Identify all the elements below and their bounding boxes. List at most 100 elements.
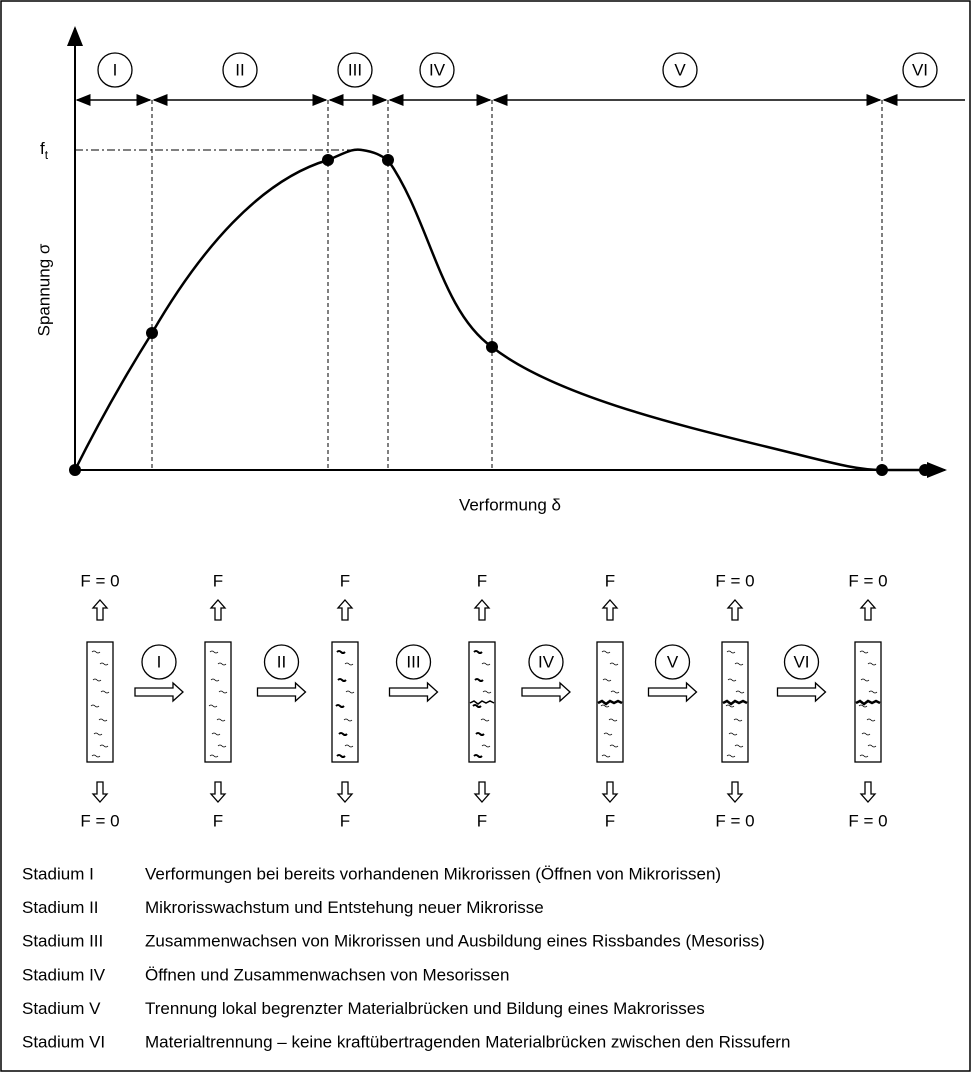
micro-crack <box>93 732 103 736</box>
force-arrow <box>726 599 744 621</box>
micro-crack <box>210 678 220 682</box>
force-arrow <box>601 781 619 803</box>
macro-crack <box>597 699 623 706</box>
stage-label: III <box>348 60 362 79</box>
micro-crack <box>216 718 226 722</box>
specimen <box>86 641 114 763</box>
stage-label: IV <box>429 60 446 79</box>
micro-crack <box>336 754 346 758</box>
micro-crack <box>335 704 345 708</box>
micro-crack <box>609 744 619 748</box>
force-label: F <box>213 811 223 830</box>
legend-text: Trennung lokal begrenzter Materialbrücke… <box>145 999 705 1018</box>
micro-crack <box>861 732 871 736</box>
micro-crack <box>211 732 221 736</box>
macro-crack <box>855 699 881 706</box>
micro-crack <box>92 678 102 682</box>
micro-crack <box>859 650 869 654</box>
legend-text: Materialtrennung – keine kraftübertragen… <box>145 1032 790 1051</box>
micro-crack <box>475 732 485 736</box>
legend-text: Verformungen bei bereits vorhandenen Mik… <box>145 864 721 883</box>
micro-crack <box>99 662 109 666</box>
stage-label: VI <box>912 60 928 79</box>
stage-label: V <box>667 652 679 671</box>
macro-crack <box>722 699 748 706</box>
force-arrow <box>473 599 491 621</box>
micro-crack <box>91 650 101 654</box>
force-arrow <box>209 781 227 803</box>
micro-crack <box>345 690 355 694</box>
transition-arrow <box>521 681 571 703</box>
micro-crack <box>609 662 619 666</box>
micro-crack <box>868 690 878 694</box>
micro-crack <box>336 650 346 654</box>
micro-crack <box>610 690 620 694</box>
stage-label: IV <box>538 652 555 671</box>
legend-stage: Stadium IV <box>22 965 106 984</box>
force-label: F <box>477 571 487 590</box>
force-label: F = 0 <box>715 571 754 590</box>
peak-label-main: f <box>40 139 45 158</box>
stage-circle <box>141 644 177 680</box>
force-arrow <box>91 781 109 803</box>
transition-arrow <box>647 681 698 703</box>
transition-arrow <box>776 681 827 703</box>
micro-crack <box>100 690 110 694</box>
force-arrow <box>859 599 877 621</box>
force-arrow <box>91 599 109 621</box>
micro-crack <box>601 754 611 758</box>
force-label: F = 0 <box>715 811 754 830</box>
micro-crack <box>208 704 218 708</box>
micro-crack <box>727 678 737 682</box>
micro-crack <box>602 678 612 682</box>
force-label: F = 0 <box>80 571 119 590</box>
micro-crack <box>343 718 353 722</box>
legend-text: Zusammenwachsen von Mikrorissen und Ausb… <box>145 932 765 951</box>
transition-arrow <box>388 681 439 703</box>
micro-crack <box>725 704 735 708</box>
specimen <box>331 641 359 763</box>
peak-label: ft <box>40 139 49 162</box>
micro-crack <box>217 744 227 748</box>
stage-label: V <box>674 60 686 79</box>
force-arrow <box>726 781 744 803</box>
stress-strain-curve <box>73 148 925 472</box>
stage-circle <box>419 52 455 88</box>
micro-crack <box>726 650 736 654</box>
micro-crack <box>217 662 227 666</box>
stage-circle <box>395 644 432 680</box>
micro-crack <box>337 678 347 682</box>
micro-crack <box>859 754 869 758</box>
micro-crack <box>735 690 745 694</box>
stage-label: III <box>406 652 420 671</box>
force-label: F = 0 <box>80 811 119 830</box>
micro-crack <box>472 704 482 708</box>
micro-crack <box>482 690 492 694</box>
force-arrow <box>209 599 227 621</box>
specimen <box>204 641 232 763</box>
micro-crack <box>600 704 610 708</box>
micro-crack <box>733 718 743 722</box>
force-label: F = 0 <box>848 811 887 830</box>
force-label: F <box>477 811 487 830</box>
stage-boundaries <box>151 100 883 470</box>
stage-label: II <box>235 60 244 79</box>
peak-label-sub: t <box>45 148 49 162</box>
legend-text: Mikrorisswachstum und Entstehung neuer M… <box>145 898 544 917</box>
force-label: F <box>605 571 615 590</box>
legend-text: Öffnen und Zusammenwachsen von Mesorisse… <box>145 965 509 984</box>
force-arrow <box>473 781 491 803</box>
micro-crack <box>91 754 101 758</box>
micro-crack <box>867 744 877 748</box>
micro-crack <box>603 732 613 736</box>
y-axis-label: Spannung σ <box>34 243 53 336</box>
force-arrow <box>859 781 877 803</box>
stage-circle <box>528 644 564 680</box>
force-arrow <box>336 599 354 621</box>
micro-crack <box>481 662 491 666</box>
micro-crack <box>728 732 738 736</box>
micro-crack <box>608 718 618 722</box>
stage-circle <box>337 52 373 88</box>
micro-crack <box>98 718 108 722</box>
